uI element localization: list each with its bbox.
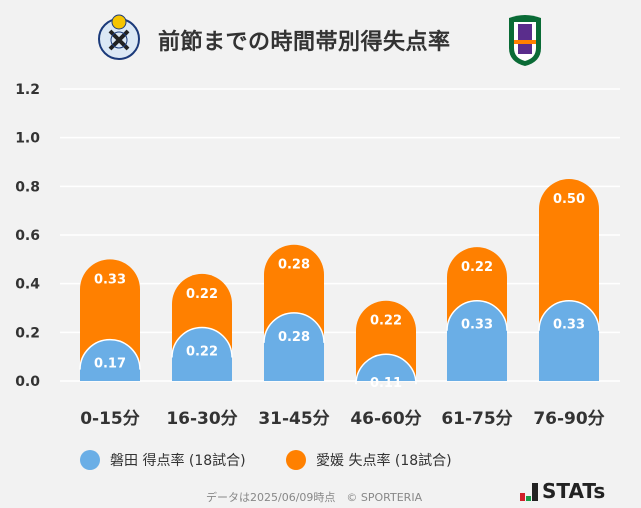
chart-title: 前節までの時間帯別得失点率 xyxy=(158,30,451,55)
stats-bars-icon xyxy=(520,483,538,501)
footer-note: データは2025/06/09時点 © SPORTERIA xyxy=(206,491,423,504)
legend-item-jubilo: 磐田 得点率 (18試合) xyxy=(80,450,246,470)
data-label-ehime: 0.22 xyxy=(370,314,402,329)
y-tick-label: 0.6 xyxy=(15,228,40,244)
x-tick-label: 0-15分 xyxy=(80,409,140,429)
data-label-ehime: 0.22 xyxy=(461,260,493,275)
data-label-jubilo: 0.22 xyxy=(186,344,218,359)
bar-separator xyxy=(263,312,325,343)
legend-label: 磐田 得点率 (18試合) xyxy=(110,453,246,469)
x-tick-label: 76-90分 xyxy=(533,409,604,429)
y-tick-label: 0.2 xyxy=(15,325,40,341)
legend-swatch-orange xyxy=(286,450,306,470)
data-label-jubilo: 0.33 xyxy=(553,318,585,333)
bar-separator xyxy=(538,300,600,331)
data-label-ehime: 0.28 xyxy=(278,258,310,273)
y-tick-label: 1.0 xyxy=(15,131,40,147)
bar-jubilo-scored xyxy=(539,300,599,381)
bar-separator xyxy=(446,300,508,331)
data-label-jubilo: 0.33 xyxy=(461,318,493,333)
stats-logo: STATs xyxy=(520,479,605,503)
bar-jubilo-scored xyxy=(447,300,507,381)
away-team-logo xyxy=(505,14,545,68)
y-tick-label: 0.0 xyxy=(15,374,40,390)
bar-jubilo-scored xyxy=(264,312,324,381)
data-label-ehime: 0.33 xyxy=(94,272,126,287)
bar-separator xyxy=(79,338,141,370)
bar-jubilo-scored xyxy=(356,354,416,381)
data-label-jubilo: 0.11 xyxy=(370,376,402,391)
bar-jubilo-scored xyxy=(172,327,232,381)
stats-brand-text: STATs xyxy=(542,479,606,503)
legend-item-ehime: 愛媛 失点率 (18試合) xyxy=(286,450,452,470)
data-label-jubilo: 0.28 xyxy=(278,330,310,345)
legend-label: 愛媛 失点率 (18試合) xyxy=(316,453,452,469)
x-tick-label: 16-30分 xyxy=(166,409,237,429)
x-tick-label: 31-45分 xyxy=(258,409,329,429)
bar-separator xyxy=(171,326,233,358)
bar-jubilo-scored xyxy=(80,339,140,381)
x-tick-label: 46-60分 xyxy=(350,409,421,429)
data-label-ehime: 0.22 xyxy=(186,287,218,302)
y-tick-label: 1.2 xyxy=(15,82,40,98)
data-label-jubilo: 0.17 xyxy=(94,357,126,372)
y-tick-label: 0.8 xyxy=(15,179,40,195)
home-team-logo xyxy=(96,14,142,64)
chart: 0.0 0.2 0.4 0.6 0.8 1.0 1.2 0.17 0.33 0-15分 0.22 0.… xyxy=(15,82,620,429)
data-label-ehime: 0.50 xyxy=(553,192,585,207)
x-tick-label: 61-75分 xyxy=(441,409,512,429)
legend-swatch-blue xyxy=(80,450,100,470)
y-tick-label: 0.4 xyxy=(15,277,40,293)
bar-separator xyxy=(355,353,417,385)
